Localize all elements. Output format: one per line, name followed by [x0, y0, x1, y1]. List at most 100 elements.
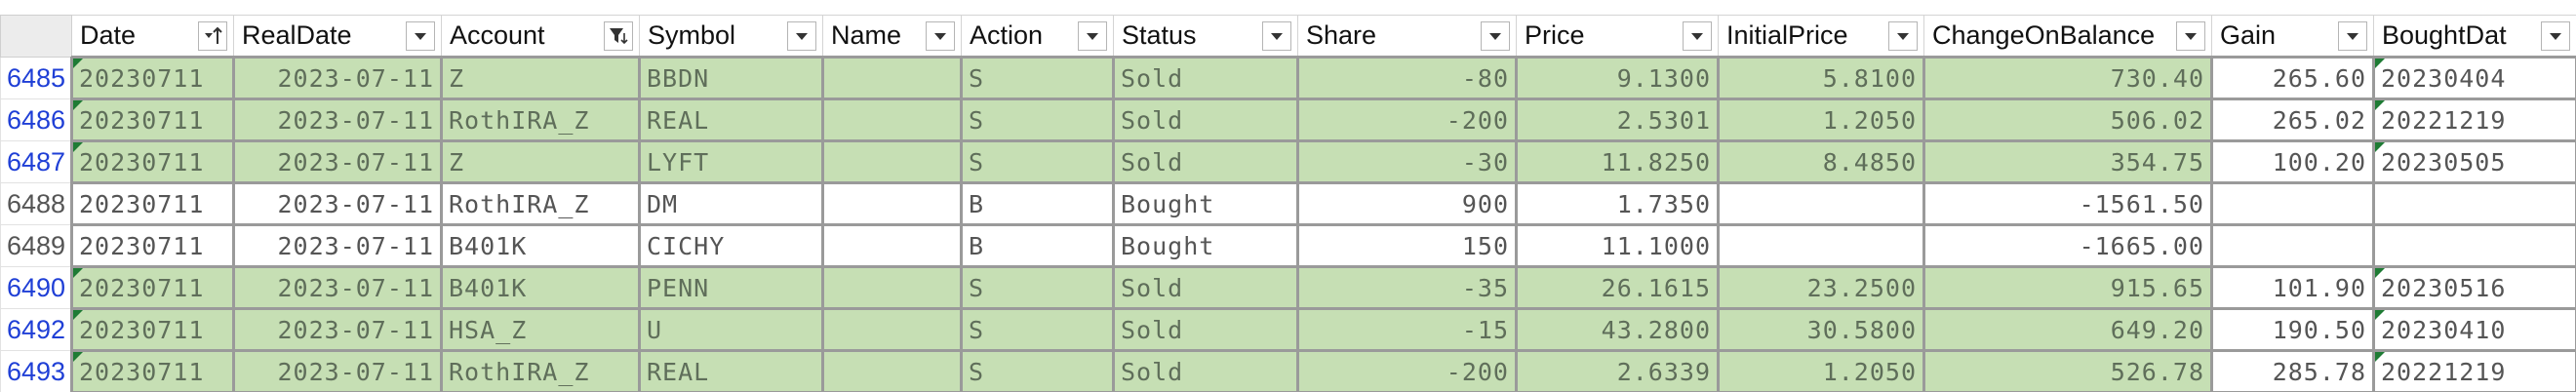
change-on-balance-cell[interactable]: 915.65 [1922, 265, 2213, 310]
date-cell[interactable]: 20230711 [70, 181, 235, 226]
real-date-cell[interactable]: 2023-07-11 [232, 223, 443, 268]
change-on-balance-cell[interactable]: 354.75 [1922, 139, 2213, 184]
dropdown-arrow-icon[interactable] [1262, 20, 1291, 51]
real-date-cell[interactable]: 2023-07-11 [232, 265, 443, 310]
name-cell[interactable] [821, 223, 963, 268]
price-cell[interactable]: 26.1615 [1515, 265, 1720, 310]
initial-price-cell[interactable] [1717, 181, 1925, 226]
column-header[interactable]: ChangeOnBalance [1923, 15, 2212, 58]
name-cell[interactable] [821, 98, 963, 142]
gain-cell[interactable]: 101.90 [2210, 265, 2375, 310]
row-number[interactable]: 6493 [0, 350, 72, 392]
dropdown-arrow-icon[interactable] [787, 20, 816, 51]
real-date-cell[interactable]: 2023-07-11 [232, 307, 443, 352]
row-number[interactable]: 6486 [0, 98, 72, 141]
symbol-cell[interactable]: REAL [638, 98, 824, 142]
dropdown-arrow-icon[interactable] [2338, 20, 2367, 51]
action-cell[interactable]: S [960, 307, 1115, 352]
account-cell[interactable]: B401K [440, 265, 641, 310]
dropdown-arrow-icon[interactable] [926, 20, 955, 51]
change-on-balance-cell[interactable]: 730.40 [1922, 56, 2213, 100]
bought-date-cell[interactable] [2372, 223, 2576, 268]
account-cell[interactable]: Z [440, 139, 641, 184]
name-cell[interactable] [821, 56, 963, 100]
action-cell[interactable]: S [960, 98, 1115, 142]
share-cell[interactable]: -200 [1296, 349, 1518, 392]
gain-cell[interactable] [2210, 223, 2375, 268]
bought-date-cell[interactable] [2372, 181, 2576, 226]
status-cell[interactable]: Bought [1112, 181, 1299, 226]
share-cell[interactable]: -80 [1296, 56, 1518, 100]
dropdown-arrow-icon[interactable] [1078, 20, 1107, 51]
row-number[interactable]: 6492 [0, 308, 72, 351]
share-cell[interactable]: -15 [1296, 307, 1518, 352]
share-cell[interactable]: -35 [1296, 265, 1518, 310]
dropdown-arrow-icon[interactable] [2541, 20, 2570, 51]
dropdown-arrow-icon[interactable] [406, 20, 435, 51]
symbol-cell[interactable]: BBDN [638, 56, 824, 100]
real-date-cell[interactable]: 2023-07-11 [232, 181, 443, 226]
name-cell[interactable] [821, 307, 963, 352]
row-number[interactable]: 6488 [0, 182, 72, 225]
row-number[interactable]: 6485 [0, 57, 72, 99]
symbol-cell[interactable]: U [638, 307, 824, 352]
column-header[interactable]: InitialPrice [1718, 15, 1924, 58]
change-on-balance-cell[interactable]: 506.02 [1922, 98, 2213, 142]
dropdown-arrow-icon[interactable] [1888, 20, 1918, 51]
sort-ascending-icon[interactable] [198, 20, 227, 51]
price-cell[interactable]: 11.8250 [1515, 139, 1720, 184]
table-row[interactable]: 6493 20230711 2023-07-11 RothIRA_Z REAL … [0, 349, 2576, 392]
table-row[interactable]: 6488 20230711 2023-07-11 RothIRA_Z DM B … [0, 181, 2576, 226]
real-date-cell[interactable]: 2023-07-11 [232, 98, 443, 142]
bought-date-cell[interactable]: 20230516 [2372, 265, 2576, 310]
action-cell[interactable]: S [960, 56, 1115, 100]
date-cell[interactable]: 20230711 [70, 265, 235, 310]
initial-price-cell[interactable]: 30.5800 [1717, 307, 1925, 352]
bought-date-cell[interactable]: 20221219 [2372, 349, 2576, 392]
bought-date-cell[interactable]: 20221219 [2372, 98, 2576, 142]
status-cell[interactable]: Sold [1112, 56, 1299, 100]
date-cell[interactable]: 20230711 [70, 98, 235, 142]
share-cell[interactable]: 150 [1296, 223, 1518, 268]
name-cell[interactable] [821, 265, 963, 310]
symbol-cell[interactable]: REAL [638, 349, 824, 392]
price-cell[interactable]: 11.1000 [1515, 223, 1720, 268]
real-date-cell[interactable]: 2023-07-11 [232, 349, 443, 392]
bought-date-cell[interactable]: 20230505 [2372, 139, 2576, 184]
price-cell[interactable]: 1.7350 [1515, 181, 1720, 226]
gain-cell[interactable]: 285.78 [2210, 349, 2375, 392]
change-on-balance-cell[interactable]: 649.20 [1922, 307, 2213, 352]
table-row[interactable]: 6485 20230711 2023-07-11 Z BBDN S Sold -… [0, 56, 2576, 100]
gain-cell[interactable] [2210, 181, 2375, 226]
price-cell[interactable]: 43.2800 [1515, 307, 1720, 352]
column-header[interactable]: Date [71, 15, 234, 58]
date-cell[interactable]: 20230711 [70, 349, 235, 392]
status-cell[interactable]: Sold [1112, 265, 1299, 310]
initial-price-cell[interactable]: 1.2050 [1717, 349, 1925, 392]
column-header[interactable]: Name [822, 15, 962, 58]
share-cell[interactable]: -200 [1296, 98, 1518, 142]
column-header[interactable]: Account [441, 15, 640, 58]
real-date-cell[interactable]: 2023-07-11 [232, 56, 443, 100]
gain-cell[interactable]: 265.02 [2210, 98, 2375, 142]
change-on-balance-cell[interactable]: -1665.00 [1922, 223, 2213, 268]
status-cell[interactable]: Sold [1112, 349, 1299, 392]
date-cell[interactable]: 20230711 [70, 307, 235, 352]
table-row[interactable]: 6492 20230711 2023-07-11 HSA_Z U S Sold … [0, 307, 2576, 352]
date-cell[interactable]: 20230711 [70, 139, 235, 184]
select-all-corner[interactable] [0, 15, 72, 58]
name-cell[interactable] [821, 181, 963, 226]
share-cell[interactable]: 900 [1296, 181, 1518, 226]
account-cell[interactable]: B401K [440, 223, 641, 268]
gain-cell[interactable]: 100.20 [2210, 139, 2375, 184]
status-cell[interactable]: Sold [1112, 98, 1299, 142]
column-header[interactable]: Gain [2211, 15, 2374, 58]
action-cell[interactable]: B [960, 181, 1115, 226]
column-header[interactable]: Action [961, 15, 1114, 58]
initial-price-cell[interactable]: 23.2500 [1717, 265, 1925, 310]
bought-date-cell[interactable]: 20230404 [2372, 56, 2576, 100]
action-cell[interactable]: S [960, 139, 1115, 184]
table-row[interactable]: 6490 20230711 2023-07-11 B401K PENN S So… [0, 265, 2576, 310]
name-cell[interactable] [821, 349, 963, 392]
price-cell[interactable]: 2.5301 [1515, 98, 1720, 142]
